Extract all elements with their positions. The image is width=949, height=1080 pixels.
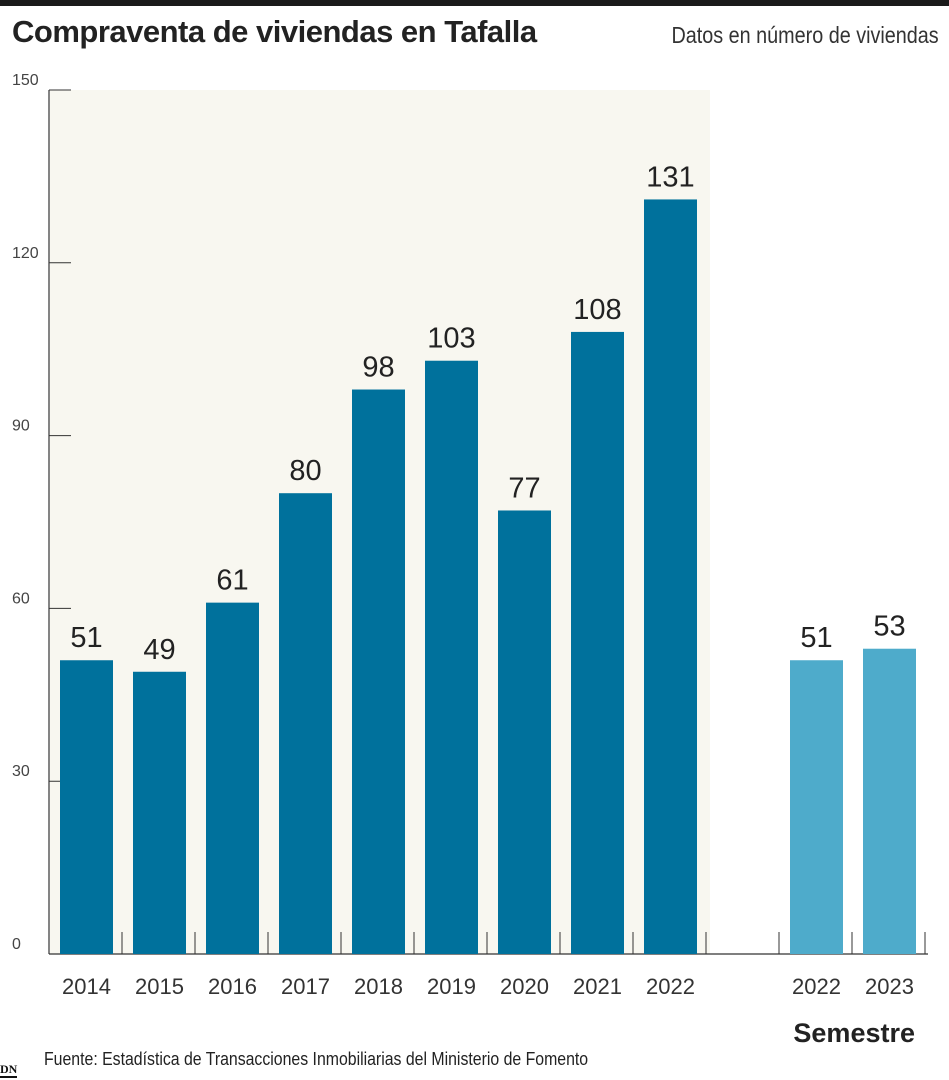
bar xyxy=(425,360,478,955)
bar-value-label: 61 xyxy=(216,565,248,597)
x-category-label: 2021 xyxy=(573,974,622,999)
bar-value-label: 131 xyxy=(646,161,694,193)
y-tick-label: 90 xyxy=(12,418,30,435)
bar xyxy=(60,660,113,954)
bar-value-label: 98 xyxy=(362,352,394,384)
chart-subtitle: Datos en número de viviendas xyxy=(671,22,939,48)
bar-value-label: 80 xyxy=(289,455,321,487)
bar xyxy=(790,660,843,954)
x-category-label: 2019 xyxy=(427,974,476,999)
dn-logo: DN xyxy=(0,1062,18,1078)
bar-value-label: 53 xyxy=(873,611,905,643)
bar xyxy=(352,389,405,954)
source-note: Fuente: Estadística de Transacciones Inm… xyxy=(44,1049,589,1069)
y-tick-label: 0 xyxy=(12,936,21,953)
y-tick-label: 30 xyxy=(12,763,30,780)
bar xyxy=(498,510,551,954)
x-category-label: 2018 xyxy=(354,974,403,999)
top-rule xyxy=(0,0,949,6)
x-category-label: 2023 xyxy=(865,974,914,999)
bar xyxy=(206,602,259,954)
x-category-label: 2020 xyxy=(500,974,549,999)
chart-title: Compraventa de viviendas en Tafalla xyxy=(12,14,537,49)
bar xyxy=(644,199,697,954)
x-category-label: 2015 xyxy=(135,974,184,999)
bar-value-label: 51 xyxy=(70,622,102,654)
bar xyxy=(863,648,916,954)
bar-value-label: 103 xyxy=(427,323,475,355)
semester-group-label: Semestre xyxy=(793,1018,915,1048)
y-tick-label: 150 xyxy=(12,72,39,89)
bar xyxy=(133,671,186,954)
x-category-label: 2016 xyxy=(208,974,257,999)
y-tick-label: 120 xyxy=(12,245,39,262)
y-tick-label: 60 xyxy=(12,590,30,607)
x-category-label: 2022 xyxy=(646,974,695,999)
x-category-label: 2014 xyxy=(62,974,111,999)
bar-value-label: 49 xyxy=(143,634,175,666)
x-category-label: 2017 xyxy=(281,974,330,999)
bar xyxy=(279,493,332,954)
bar xyxy=(571,331,624,954)
bar-value-label: 108 xyxy=(573,294,621,326)
bar-value-label: 51 xyxy=(800,622,832,654)
bar-value-label: 77 xyxy=(508,472,540,504)
x-category-label: 2022 xyxy=(792,974,841,999)
